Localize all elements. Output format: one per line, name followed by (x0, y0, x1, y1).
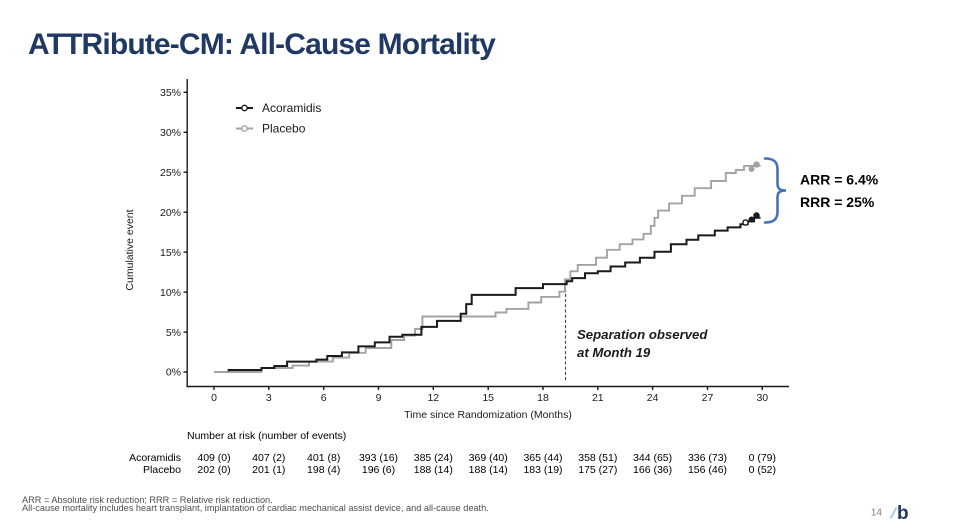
svg-text:393 (16): 393 (16) (359, 452, 398, 464)
svg-text:30: 30 (756, 392, 768, 404)
svg-text:RRR = 25%: RRR = 25% (800, 194, 875, 210)
svg-text:365 (44): 365 (44) (523, 452, 562, 464)
svg-text:27: 27 (702, 392, 714, 404)
svg-text:183 (19): 183 (19) (523, 464, 562, 476)
svg-text:344 (65): 344 (65) (633, 452, 672, 464)
svg-text:ARR = 6.4%: ARR = 6.4% (800, 171, 879, 187)
svg-text:3: 3 (266, 392, 272, 404)
svg-text:369 (40): 369 (40) (469, 452, 508, 464)
svg-text:Acoramidis: Acoramidis (262, 101, 321, 115)
svg-text:14: 14 (871, 508, 883, 519)
svg-text:15%: 15% (160, 247, 181, 259)
svg-text:20%: 20% (160, 207, 181, 219)
svg-text:5%: 5% (166, 327, 181, 339)
svg-text:18: 18 (537, 392, 549, 404)
svg-text:196 (6): 196 (6) (362, 464, 395, 476)
svg-text:358 (51): 358 (51) (578, 452, 617, 464)
svg-text:Separation observed: Separation observed (577, 327, 708, 342)
svg-text:35%: 35% (160, 87, 181, 99)
svg-text:6: 6 (321, 392, 327, 404)
svg-text:30%: 30% (160, 127, 181, 139)
svg-text:Placebo: Placebo (143, 464, 181, 476)
svg-text:0%: 0% (166, 367, 181, 379)
svg-text:409 (0): 409 (0) (197, 452, 230, 464)
svg-text:166 (36): 166 (36) (633, 464, 672, 476)
svg-text:401 (8): 401 (8) (307, 452, 340, 464)
svg-text:b: b (897, 503, 909, 524)
svg-text:All-cause mortality includes h: All-cause mortality includes heart trans… (22, 503, 489, 513)
svg-text:156 (46): 156 (46) (688, 464, 727, 476)
svg-text:at Month 19: at Month 19 (577, 345, 651, 360)
svg-text:201 (1): 201 (1) (252, 464, 285, 476)
svg-text:0: 0 (211, 392, 217, 404)
svg-text:ARR = Absolute risk reduction;: ARR = Absolute risk reduction; RRR = Rel… (22, 495, 273, 505)
svg-text:336 (73): 336 (73) (688, 452, 727, 464)
svg-text:188 (14): 188 (14) (414, 464, 453, 476)
svg-text:202 (0): 202 (0) (197, 464, 230, 476)
svg-text:Cumulative event: Cumulative event (124, 209, 136, 290)
svg-text:175 (27): 175 (27) (578, 464, 617, 476)
svg-text:Number at risk (number of even: Number at risk (number of events) (187, 430, 346, 442)
svg-text:21: 21 (592, 392, 604, 404)
svg-text:Placebo: Placebo (262, 122, 306, 136)
svg-text:188 (14): 188 (14) (469, 464, 508, 476)
svg-text:10%: 10% (160, 287, 181, 299)
svg-text:407 (2): 407 (2) (252, 452, 285, 464)
svg-text:Time since Randomization (Mont: Time since Randomization (Months) (404, 409, 572, 421)
svg-text:198 (4): 198 (4) (307, 464, 340, 476)
svg-text:25%: 25% (160, 167, 181, 179)
svg-text:24: 24 (647, 392, 659, 404)
svg-text:Acoramidis: Acoramidis (129, 452, 181, 464)
svg-text:0 (52): 0 (52) (749, 464, 776, 476)
svg-text:15: 15 (482, 392, 494, 404)
svg-text:0 (79): 0 (79) (749, 452, 776, 464)
svg-text:385 (24): 385 (24) (414, 452, 453, 464)
svg-text:12: 12 (427, 392, 439, 404)
svg-text:9: 9 (376, 392, 382, 404)
